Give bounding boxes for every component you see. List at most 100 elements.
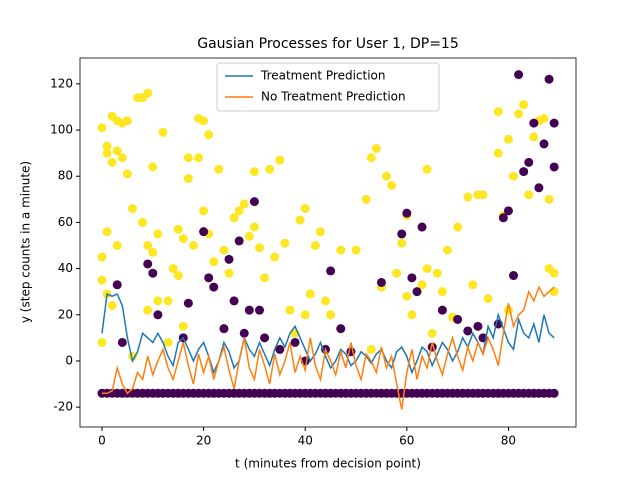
point bbox=[219, 324, 229, 334]
y-axis-label: y (step counts in a minute) bbox=[19, 161, 33, 323]
point bbox=[168, 264, 178, 274]
point bbox=[260, 333, 270, 343]
legend-label: Treatment Prediction bbox=[260, 69, 386, 83]
point bbox=[376, 277, 386, 287]
point bbox=[97, 252, 107, 262]
point bbox=[514, 109, 524, 119]
point bbox=[336, 245, 346, 255]
point bbox=[148, 268, 158, 278]
point bbox=[529, 132, 539, 142]
point bbox=[107, 301, 117, 311]
point bbox=[519, 100, 529, 110]
point bbox=[503, 134, 513, 144]
point bbox=[498, 213, 508, 223]
point bbox=[453, 314, 463, 324]
point bbox=[524, 190, 534, 200]
point bbox=[402, 208, 412, 218]
point bbox=[285, 305, 295, 315]
chart-title: Gausian Processes for User 1, DP=15 bbox=[197, 36, 459, 52]
point bbox=[539, 113, 549, 123]
point bbox=[183, 153, 193, 163]
point bbox=[493, 107, 503, 117]
point bbox=[117, 153, 127, 163]
x-tick-label: 0 bbox=[98, 434, 106, 448]
y-tick-label: 0 bbox=[65, 353, 73, 367]
point bbox=[468, 280, 478, 290]
point bbox=[437, 287, 447, 297]
point bbox=[163, 337, 173, 347]
line bbox=[101, 285, 555, 410]
point bbox=[315, 227, 325, 237]
legend-box bbox=[216, 62, 440, 112]
point bbox=[224, 268, 234, 278]
point bbox=[483, 294, 493, 304]
point bbox=[275, 344, 285, 354]
point bbox=[432, 268, 442, 278]
point bbox=[549, 388, 559, 398]
point bbox=[305, 289, 315, 299]
plot-frame bbox=[79, 57, 577, 428]
point bbox=[209, 257, 219, 267]
point bbox=[249, 197, 259, 207]
point bbox=[336, 324, 346, 334]
point bbox=[371, 144, 381, 154]
x-axis-label: t (minutes from decision point) bbox=[235, 457, 421, 471]
point bbox=[280, 238, 290, 248]
legend-label: No Treatment Prediction bbox=[261, 90, 406, 104]
point bbox=[117, 337, 127, 347]
point bbox=[183, 298, 193, 308]
point bbox=[544, 194, 554, 204]
y-tick-label: 20 bbox=[58, 307, 73, 321]
y-tick-label: 40 bbox=[58, 261, 73, 275]
point bbox=[173, 271, 183, 281]
point bbox=[549, 162, 559, 172]
point bbox=[178, 234, 188, 244]
point bbox=[229, 213, 239, 223]
point bbox=[514, 70, 524, 80]
x-tick-label: 60 bbox=[399, 434, 414, 448]
point bbox=[326, 310, 336, 320]
point bbox=[366, 344, 376, 354]
x-tick-label: 80 bbox=[501, 434, 516, 448]
point bbox=[270, 252, 280, 262]
point bbox=[387, 180, 397, 190]
point bbox=[442, 245, 452, 255]
point bbox=[204, 273, 214, 283]
point bbox=[321, 296, 331, 306]
point bbox=[153, 296, 163, 306]
point bbox=[183, 174, 193, 184]
point bbox=[229, 296, 239, 306]
point bbox=[219, 245, 229, 255]
point bbox=[244, 305, 254, 315]
point bbox=[549, 287, 559, 297]
point bbox=[275, 155, 285, 165]
point bbox=[173, 224, 183, 234]
point bbox=[392, 268, 402, 278]
point bbox=[509, 171, 519, 181]
x-tick-label: 40 bbox=[298, 434, 313, 448]
point bbox=[199, 116, 209, 126]
y-tick-label: 80 bbox=[58, 169, 73, 183]
point bbox=[453, 222, 463, 232]
point bbox=[163, 296, 173, 306]
point bbox=[158, 127, 168, 137]
point bbox=[534, 183, 544, 193]
point bbox=[97, 337, 107, 347]
point bbox=[290, 337, 300, 347]
point bbox=[102, 227, 112, 237]
point bbox=[265, 164, 275, 174]
point bbox=[397, 238, 407, 248]
point bbox=[422, 264, 432, 274]
point bbox=[148, 247, 158, 257]
point bbox=[107, 157, 117, 167]
point bbox=[295, 215, 305, 225]
point bbox=[234, 236, 244, 246]
point bbox=[437, 305, 447, 315]
point bbox=[397, 229, 407, 239]
point bbox=[112, 280, 122, 290]
point bbox=[138, 217, 148, 227]
point bbox=[260, 273, 270, 283]
point bbox=[524, 157, 534, 167]
point bbox=[503, 206, 513, 216]
